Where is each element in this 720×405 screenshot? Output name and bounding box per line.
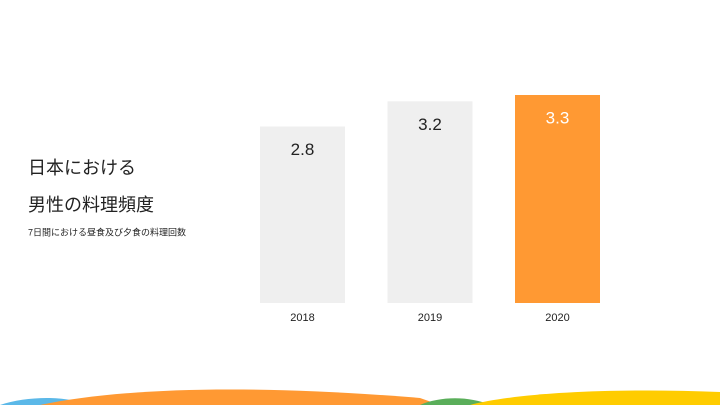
bar [260,126,345,303]
bar [515,95,600,303]
x-tick-label: 2019 [418,312,442,324]
x-tick-label: 2018 [290,312,314,324]
chart-title: 男性の料理頻度 [28,195,154,215]
decoration [0,389,720,405]
data-label: 2.8 [291,140,315,159]
x-tick-label: 2020 [545,312,569,324]
chart-title: 日本における [28,158,136,178]
bar [387,101,473,303]
data-label: 3.3 [546,108,570,127]
data-label: 3.2 [418,115,442,134]
chart-subtitle: 7日間における昼食及び夕食の料理回数 [28,226,186,237]
